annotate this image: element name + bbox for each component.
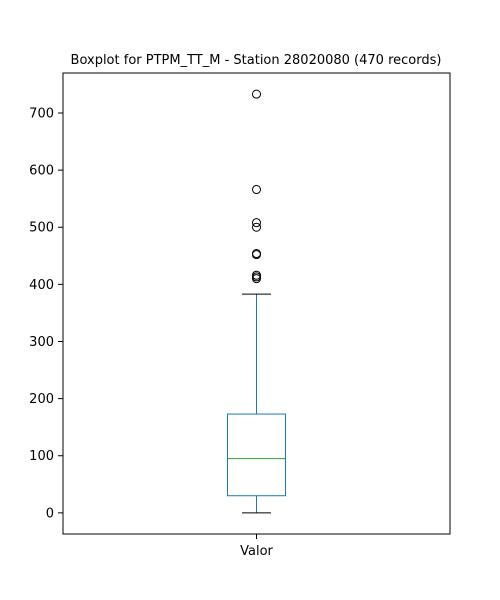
y-tick-label: 500: [29, 221, 54, 236]
y-tick-label: 400: [29, 278, 54, 293]
y-tick-label: 200: [29, 392, 54, 407]
y-tick-label: 600: [29, 164, 54, 179]
y-tick-label: 700: [29, 106, 54, 121]
iqr-box: [228, 414, 286, 496]
y-tick-label: 100: [29, 449, 54, 464]
outlier-point: [253, 273, 261, 281]
chart-title: Boxplot for PTPM_TT_M - Station 28020080…: [71, 53, 442, 68]
plot-marks: [228, 90, 286, 513]
outlier-point: [253, 186, 261, 194]
y-tick-label: 300: [29, 335, 54, 350]
outlier-point: [253, 219, 261, 227]
outlier-point: [253, 223, 261, 231]
y-axis: 0 100 200 300 400 500 600 700: [29, 106, 63, 521]
x-tick-label: Valor: [240, 544, 273, 559]
y-tick-label: 0: [46, 506, 54, 521]
outlier-point: [253, 90, 261, 98]
x-axis: Valor: [240, 534, 273, 559]
